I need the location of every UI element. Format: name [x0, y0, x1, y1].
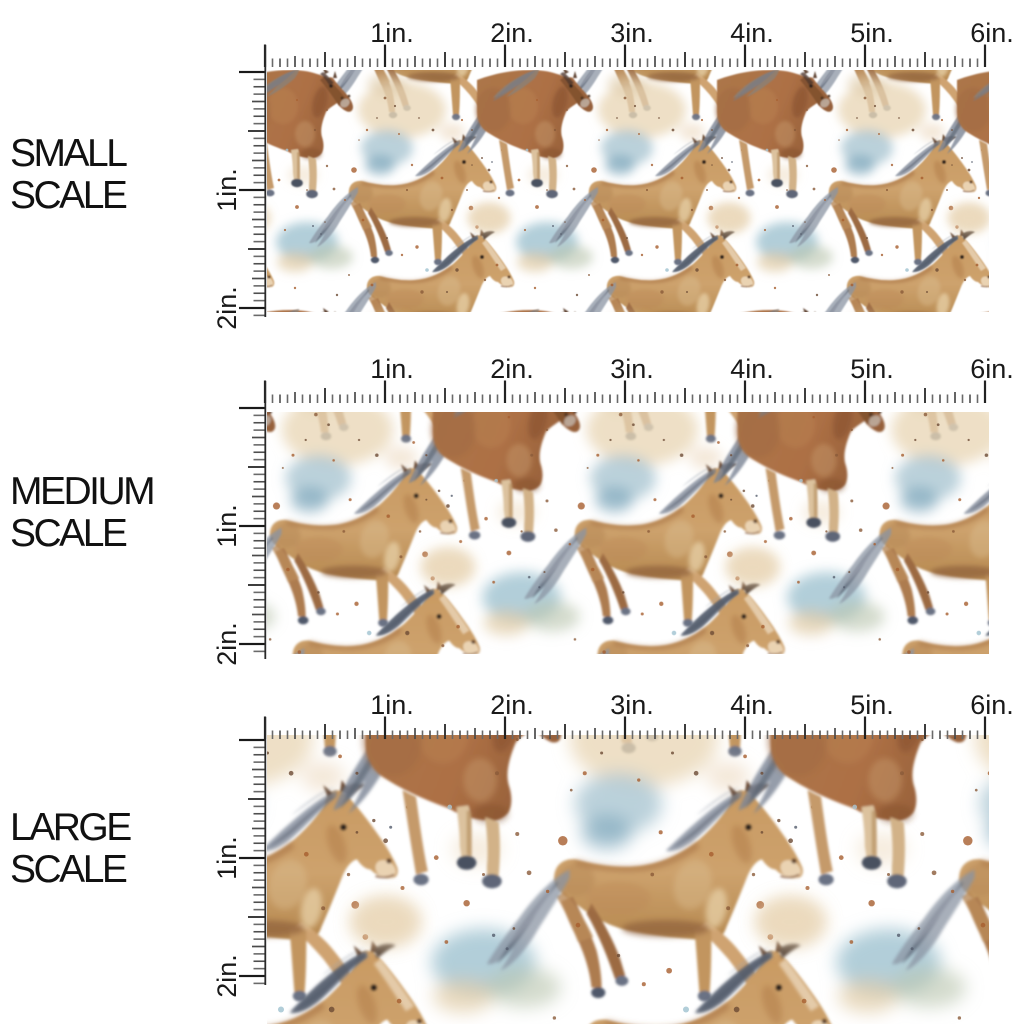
svg-text:2in.: 2in. [212, 286, 242, 330]
svg-text:1in.: 1in. [370, 690, 414, 720]
svg-text:4in.: 4in. [730, 18, 774, 48]
svg-text:MEDIUM: MEDIUM [10, 470, 153, 513]
svg-text:2in.: 2in. [490, 354, 534, 384]
svg-text:2in.: 2in. [212, 954, 242, 998]
svg-text:2in.: 2in. [212, 622, 242, 666]
svg-text:3in.: 3in. [610, 18, 654, 48]
svg-text:SCALE: SCALE [10, 174, 127, 217]
svg-text:1in.: 1in. [370, 354, 414, 384]
svg-text:6in.: 6in. [970, 354, 1014, 384]
svg-text:6in.: 6in. [970, 18, 1014, 48]
svg-text:6in.: 6in. [970, 690, 1014, 720]
svg-text:3in.: 3in. [610, 690, 654, 720]
svg-text:SMALL: SMALL [10, 132, 127, 175]
svg-text:4in.: 4in. [730, 690, 774, 720]
svg-text:LARGE: LARGE [10, 806, 131, 849]
svg-text:SCALE: SCALE [10, 512, 127, 555]
svg-text:2in.: 2in. [490, 690, 534, 720]
svg-text:SCALE: SCALE [10, 848, 127, 891]
svg-text:1in.: 1in. [212, 836, 242, 880]
svg-text:4in.: 4in. [730, 354, 774, 384]
svg-text:1in.: 1in. [370, 18, 414, 48]
svg-text:5in.: 5in. [850, 690, 894, 720]
svg-text:2in.: 2in. [490, 18, 534, 48]
svg-text:3in.: 3in. [610, 354, 654, 384]
svg-text:5in.: 5in. [850, 18, 894, 48]
svg-text:1in.: 1in. [212, 504, 242, 548]
svg-text:5in.: 5in. [850, 354, 894, 384]
svg-text:1in.: 1in. [212, 168, 242, 212]
